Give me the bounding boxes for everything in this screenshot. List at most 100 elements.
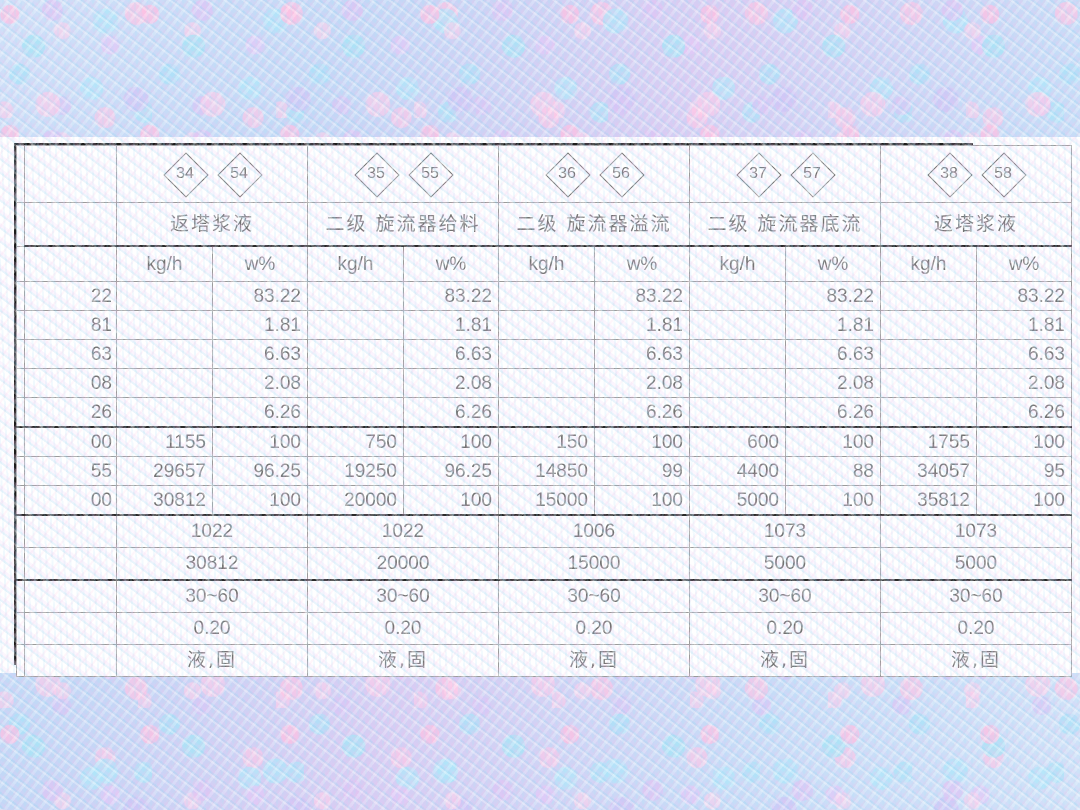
cell-wpct-col4-row6: 95 bbox=[976, 456, 1072, 486]
stub-cell bbox=[16, 514, 25, 548]
stub-value-cell: 00 bbox=[24, 485, 117, 516]
cell-wpct-col0-row7: 100 bbox=[212, 485, 308, 516]
stream-tag-diamond: 58 bbox=[981, 152, 1027, 198]
cell-wpct-col3-row2: 6.63 bbox=[785, 339, 881, 369]
cell-wpct-col0-row2: 6.63 bbox=[212, 339, 308, 369]
unit-kgh-col1: kg/h bbox=[307, 245, 404, 282]
summary-cell-col2-row2: 30~60 bbox=[498, 579, 690, 613]
stream-tag-diamond: 56 bbox=[599, 152, 645, 198]
cell-wpct-col4-row3: 2.08 bbox=[976, 368, 1072, 398]
cell-kgh-col4-row0 bbox=[880, 281, 977, 311]
cell-kgh-col2-row5: 150 bbox=[498, 426, 595, 457]
cell-kgh-col0-row2 bbox=[116, 339, 213, 369]
stub-value-cell: 22 bbox=[24, 281, 117, 311]
cell-wpct-col0-row6: 96.25 bbox=[212, 456, 308, 486]
cell-wpct-col2-row3: 2.08 bbox=[594, 368, 690, 398]
cell-kgh-col3-row3 bbox=[689, 368, 786, 398]
stream-tag-diamond: 38 bbox=[927, 152, 973, 198]
tag-cell-col0: 34 54 bbox=[116, 145, 308, 203]
stub-cell bbox=[16, 310, 25, 340]
stream-tag-number: 58 bbox=[994, 165, 1012, 182]
cell-kgh-col4-row5: 1755 bbox=[880, 426, 977, 457]
cell-kgh-col1-row0 bbox=[307, 281, 404, 311]
cell-kgh-col3-row6: 4400 bbox=[689, 456, 786, 486]
summary-cell-col2-row4: 液,固 bbox=[498, 644, 690, 677]
cell-kgh-col1-row5: 750 bbox=[307, 426, 404, 457]
cell-wpct-col2-row0: 83.22 bbox=[594, 281, 690, 311]
cell-wpct-col2-row4: 6.26 bbox=[594, 397, 690, 428]
stub-cell bbox=[16, 456, 25, 486]
summary-cell-col4-row1: 5000 bbox=[880, 547, 1072, 581]
cell-wpct-col3-row5: 100 bbox=[785, 426, 881, 457]
stream-tag-number: 37 bbox=[749, 165, 767, 182]
stream-tag-diamond: 54 bbox=[217, 152, 263, 198]
stub-cell bbox=[16, 145, 25, 203]
stub-cell bbox=[16, 281, 25, 311]
summary-row: 液,固 液,固 液,固 液,固 液,固 bbox=[16, 644, 1072, 677]
unit-kgh-col0: kg/h bbox=[116, 245, 213, 282]
stream-name-col3: 二级 旋流器底流 bbox=[689, 202, 881, 247]
stub-cell bbox=[16, 612, 25, 645]
cell-kgh-col0-row0 bbox=[116, 281, 213, 311]
stub-value-cell: 81 bbox=[24, 310, 117, 340]
cell-kgh-col2-row1 bbox=[498, 310, 595, 340]
cell-kgh-col3-row1 bbox=[689, 310, 786, 340]
unit-header-row: kg/h w% kg/h w% kg/h w% kg/h w% kg/h w% bbox=[16, 245, 1072, 282]
cell-kgh-col2-row7: 15000 bbox=[498, 485, 595, 516]
summary-cell-col3-row2: 30~60 bbox=[689, 579, 881, 613]
cell-wpct-col3-row1: 1.81 bbox=[785, 310, 881, 340]
stream-tag-number: 35 bbox=[367, 165, 385, 182]
tag-cell-col2: 36 56 bbox=[498, 145, 690, 203]
summary-cell-col2-row3: 0.20 bbox=[498, 612, 690, 645]
cell-kgh-col3-row4 bbox=[689, 397, 786, 428]
stub-cell bbox=[16, 202, 25, 247]
table-row: 26 6.26 6.26 6.26 6.26 6.26 bbox=[16, 397, 1072, 428]
stub-cell bbox=[16, 339, 25, 369]
stub-cell bbox=[16, 397, 25, 428]
stream-name-col2: 二级 旋流器溢流 bbox=[498, 202, 690, 247]
cell-wpct-col0-row1: 1.81 bbox=[212, 310, 308, 340]
cell-kgh-col4-row2 bbox=[880, 339, 977, 369]
stream-name-row: 返塔浆液 二级 旋流器给料 二级 旋流器溢流 二级 旋流器底流 返塔浆液 bbox=[16, 202, 1072, 247]
stream-data-table: 34 54 35 55 36 56 37 57 38 58 返塔浆液 二级 旋流器给料 二级 旋流器溢流… bbox=[14, 143, 1072, 677]
table-row: 22 83.22 83.22 83.22 83.22 83.22 bbox=[16, 281, 1072, 311]
summary-cell-col4-row2: 30~60 bbox=[880, 579, 1072, 613]
stub-cell bbox=[16, 547, 25, 581]
cell-wpct-col2-row1: 1.81 bbox=[594, 310, 690, 340]
stream-tag-number: 54 bbox=[230, 165, 248, 182]
stub-cell bbox=[16, 245, 25, 282]
cell-wpct-col4-row7: 100 bbox=[976, 485, 1072, 516]
cell-wpct-col0-row3: 2.08 bbox=[212, 368, 308, 398]
table-row: 00 30812 100 20000 100 15000 100 5000 100 35812 10… bbox=[16, 485, 1072, 516]
unit-wpct-col0: w% bbox=[212, 245, 308, 282]
cell-kgh-col3-row5: 600 bbox=[689, 426, 786, 457]
cell-wpct-col2-row7: 100 bbox=[594, 485, 690, 516]
cell-wpct-col1-row4: 6.26 bbox=[403, 397, 499, 428]
stream-tag-number: 34 bbox=[176, 165, 194, 182]
summary-cell-col4-row0: 1073 bbox=[880, 514, 1072, 548]
summary-cell-col3-row1: 5000 bbox=[689, 547, 881, 581]
cell-kgh-col1-row6: 19250 bbox=[307, 456, 404, 486]
stub-cell bbox=[16, 426, 25, 457]
cell-kgh-col1-row2 bbox=[307, 339, 404, 369]
table-row: 81 1.81 1.81 1.81 1.81 1.81 bbox=[16, 310, 1072, 340]
stub-tag-cell bbox=[24, 145, 117, 203]
cell-wpct-col2-row2: 6.63 bbox=[594, 339, 690, 369]
summary-cell-col1-row4: 液,固 bbox=[307, 644, 499, 677]
stub-summary-cell bbox=[24, 514, 117, 548]
stream-tag-diamond: 36 bbox=[545, 152, 591, 198]
table-row: 63 6.63 6.63 6.63 6.63 6.63 bbox=[16, 339, 1072, 369]
summary-cell-col0-row4: 液,固 bbox=[116, 644, 308, 677]
tag-cell-col1: 35 55 bbox=[307, 145, 499, 203]
stream-tag-diamond: 35 bbox=[354, 152, 400, 198]
summary-cell-col1-row2: 30~60 bbox=[307, 579, 499, 613]
stub-name-cell bbox=[24, 202, 117, 247]
stream-tag-number: 57 bbox=[803, 165, 821, 182]
summary-cell-col2-row0: 1006 bbox=[498, 514, 690, 548]
unit-wpct-col1: w% bbox=[403, 245, 499, 282]
cell-kgh-col1-row3 bbox=[307, 368, 404, 398]
stub-cell bbox=[16, 485, 25, 516]
cell-wpct-col2-row5: 100 bbox=[594, 426, 690, 457]
cell-kgh-col3-row7: 5000 bbox=[689, 485, 786, 516]
